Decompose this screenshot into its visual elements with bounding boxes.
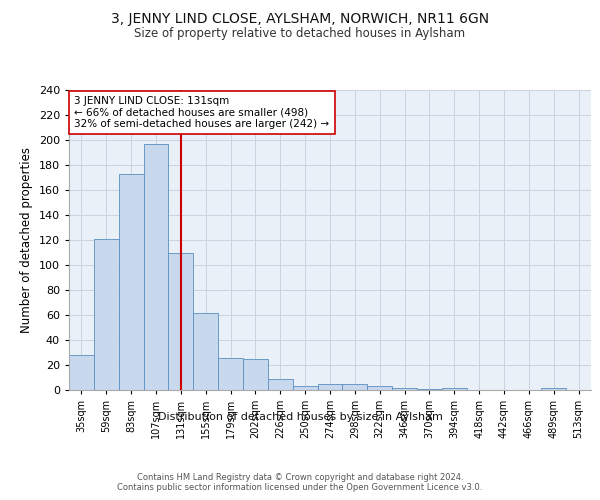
- Bar: [442, 388, 467, 390]
- Bar: [317, 384, 343, 390]
- Text: 3 JENNY LIND CLOSE: 131sqm
← 66% of detached houses are smaller (498)
32% of sem: 3 JENNY LIND CLOSE: 131sqm ← 66% of deta…: [74, 96, 329, 129]
- Y-axis label: Number of detached properties: Number of detached properties: [20, 147, 33, 333]
- Bar: [169, 252, 193, 390]
- Bar: [69, 355, 94, 390]
- Text: Distribution of detached houses by size in Aylsham: Distribution of detached houses by size …: [158, 412, 442, 422]
- Text: 3, JENNY LIND CLOSE, AYLSHAM, NORWICH, NR11 6GN: 3, JENNY LIND CLOSE, AYLSHAM, NORWICH, N…: [111, 12, 489, 26]
- Bar: [218, 358, 243, 390]
- Bar: [392, 388, 417, 390]
- Bar: [94, 239, 119, 390]
- Bar: [367, 386, 392, 390]
- Bar: [243, 359, 268, 390]
- Bar: [343, 384, 367, 390]
- Bar: [193, 312, 218, 390]
- Bar: [293, 386, 317, 390]
- Bar: [417, 389, 442, 390]
- Bar: [119, 174, 143, 390]
- Bar: [143, 144, 169, 390]
- Bar: [541, 388, 566, 390]
- Bar: [268, 379, 293, 390]
- Text: Size of property relative to detached houses in Aylsham: Size of property relative to detached ho…: [134, 28, 466, 40]
- Text: Contains HM Land Registry data © Crown copyright and database right 2024.
Contai: Contains HM Land Registry data © Crown c…: [118, 472, 482, 492]
